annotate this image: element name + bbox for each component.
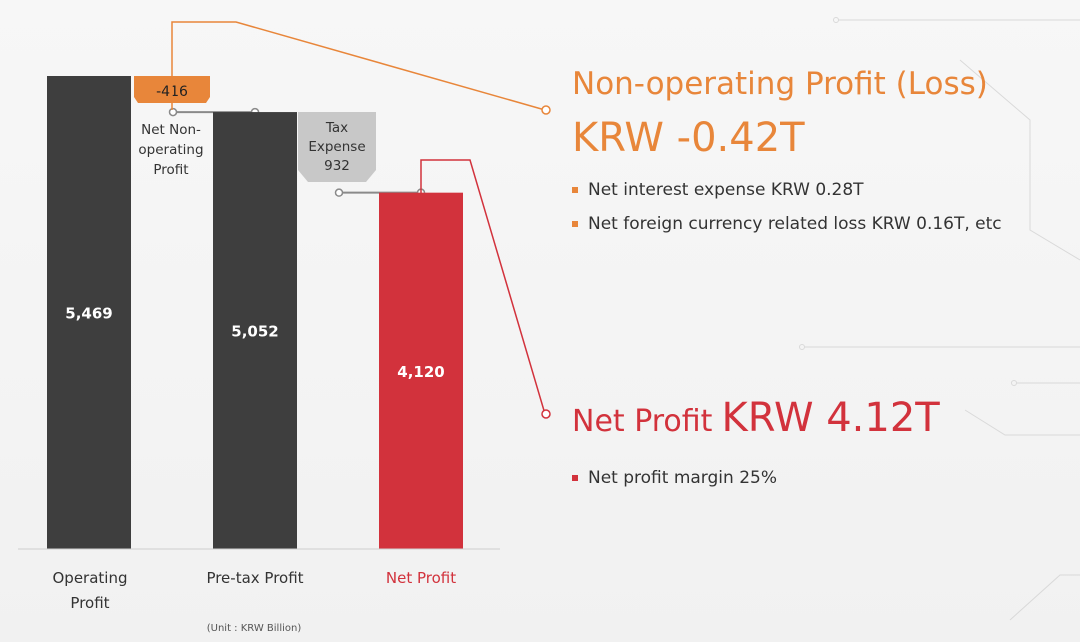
connector-dot xyxy=(334,188,344,197)
bullet-square-icon xyxy=(572,221,578,227)
nonop-step-label: Profit xyxy=(153,162,188,178)
nonop-callout-line xyxy=(171,21,546,111)
net-profit-panel: Net Profit KRW 4.12T Net profit margin 2… xyxy=(572,390,1072,502)
nonop-bullet: Net foreign currency related loss KRW 0.… xyxy=(572,214,1072,234)
category-label: Operating xyxy=(53,569,128,587)
net-profit-value: KRW 4.12T xyxy=(721,395,940,441)
nonop-bullet-text: Net foreign currency related loss KRW 0.… xyxy=(588,214,1002,234)
bar-value-label: 5,052 xyxy=(231,323,278,341)
nonop-bullet-list: Net interest expense KRW 0.28T Net foreig… xyxy=(572,180,1072,234)
tax-badge-label: Expense xyxy=(308,139,365,155)
net-bullet-list: Net profit margin 25% xyxy=(572,468,1072,488)
category-label: Profit xyxy=(70,594,109,612)
callout-lines xyxy=(171,21,551,419)
nonop-bullet: Net interest expense KRW 0.28T xyxy=(572,180,1072,200)
net-callout-line xyxy=(420,159,546,415)
bar-operating-profit xyxy=(47,76,131,549)
net-profit-bullet: Net profit margin 25% xyxy=(572,468,1072,488)
nonop-value: KRW -0.42T xyxy=(572,115,805,161)
bar-value-label: 4,120 xyxy=(397,363,444,381)
bullet-square-icon xyxy=(572,475,578,481)
net-profit-bullet-text: Net profit margin 25% xyxy=(588,468,777,488)
connector-dot xyxy=(168,107,178,117)
nonop-bullet-text: Net interest expense KRW 0.28T xyxy=(588,180,864,200)
category-label: Net Profit xyxy=(386,569,456,587)
nonop-step-label: operating xyxy=(138,142,203,158)
nonop-title: Non-operating Profit (Loss) xyxy=(572,66,988,102)
bullet-square-icon xyxy=(572,187,578,193)
nonop-callout-dot xyxy=(541,105,551,115)
bar-net-profit xyxy=(379,192,463,549)
net-profit-title: Net Profit xyxy=(572,404,713,439)
net-callout-dot xyxy=(541,409,551,419)
nonop-panel: Non-operating Profit (Loss) KRW -0.42T N… xyxy=(572,62,1072,248)
tax-badge-label: 932 xyxy=(324,158,350,174)
unit-label: (Unit : KRW Billion) xyxy=(207,623,302,634)
bar-pre-tax-profit xyxy=(213,112,297,549)
tax-badge-label: Tax xyxy=(325,120,348,136)
nonop-step-label: Net Non- xyxy=(141,122,201,138)
tax-badge xyxy=(298,112,376,182)
category-label: Pre-tax Profit xyxy=(206,569,303,587)
bar-value-label: 5,469 xyxy=(65,305,112,323)
net-profit-headline: Net Profit KRW 4.12T xyxy=(572,390,1072,454)
